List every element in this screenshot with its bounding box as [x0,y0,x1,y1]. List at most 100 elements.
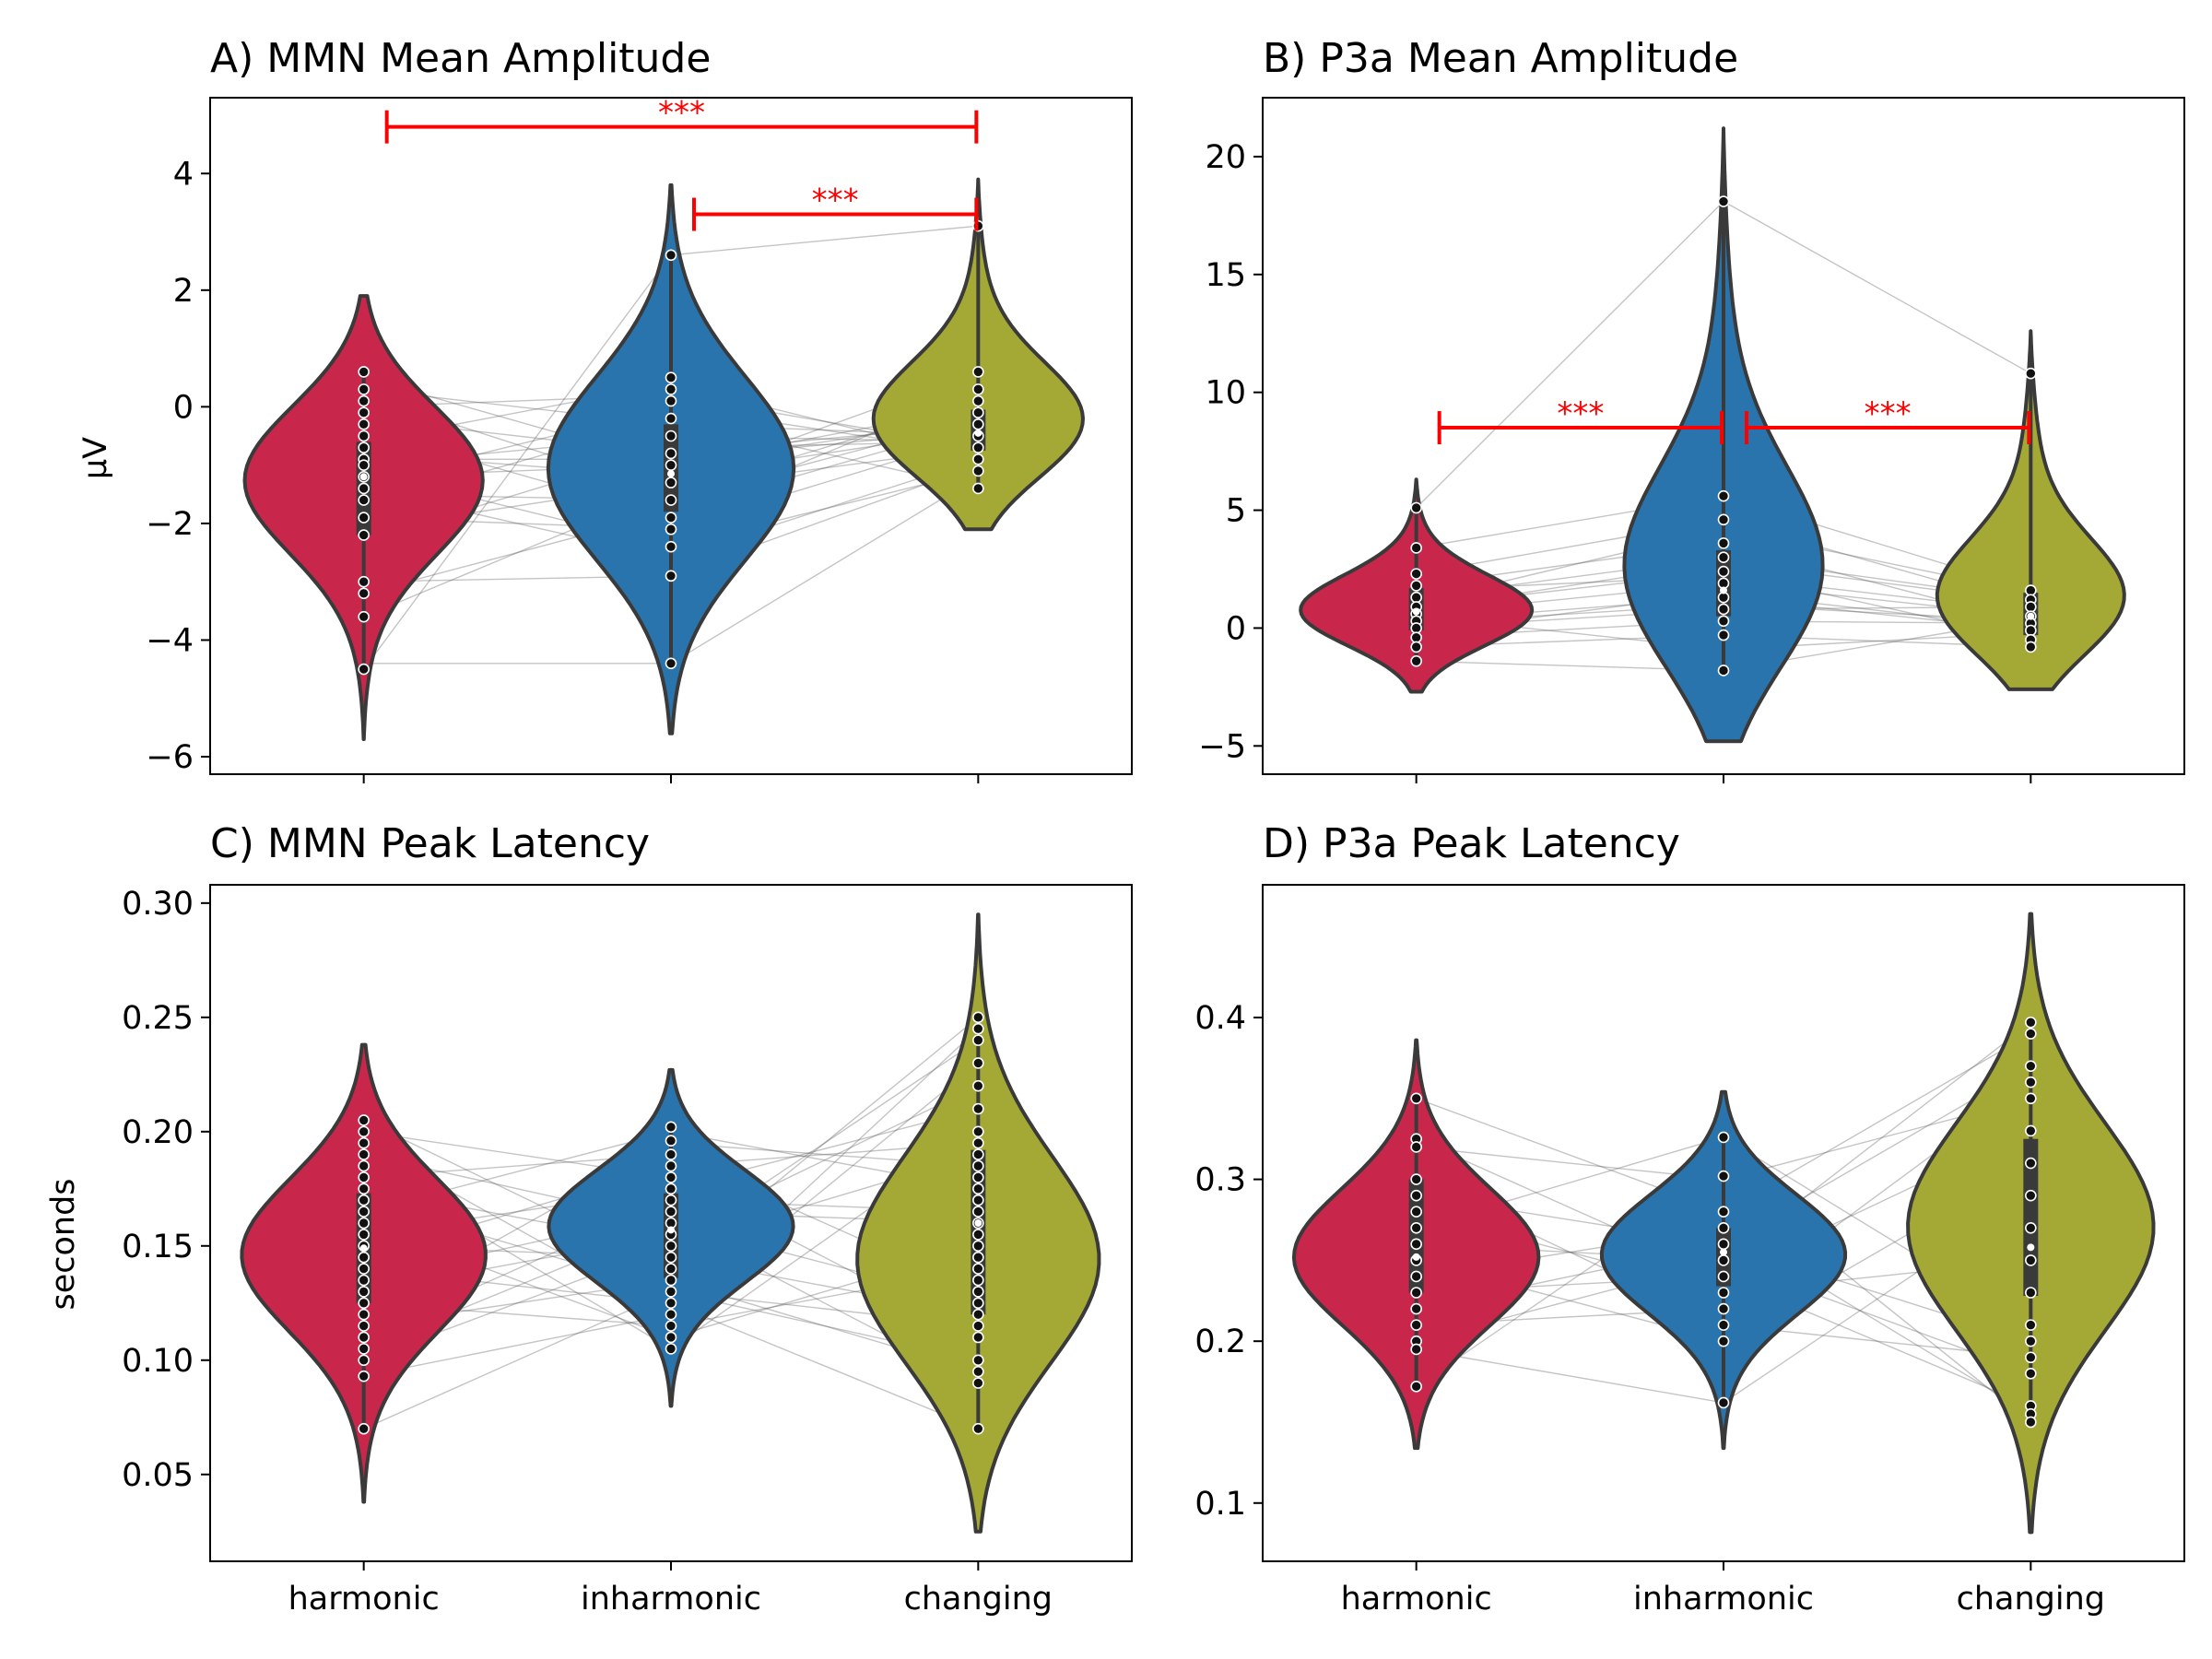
data-point [358,1308,370,1321]
data-point [1410,1319,1422,1331]
panel-b-title: B) P3a Mean Amplitude [1263,35,1738,82]
data-point [665,512,677,524]
data-point [665,1286,677,1298]
data-point [1410,542,1422,554]
data-point [665,1263,677,1275]
data-point [1717,1396,1730,1409]
data-point [358,529,370,541]
data-point [1410,1092,1422,1105]
data-point [2025,641,2037,653]
data-point [972,1263,984,1275]
data-point [665,1251,677,1264]
data-point [665,540,677,553]
data-point [358,1297,370,1310]
data-point [972,1159,984,1172]
panel-c-title: C) MMN Peak Latency [210,820,650,867]
data-point [2025,1287,2037,1299]
data-point [972,418,984,430]
data-point [358,1206,370,1218]
y-tick-label: 0.2 [1194,1324,1246,1360]
data-point [358,1251,370,1264]
data-point [1717,629,1730,641]
data-point [358,494,370,506]
data-point [1410,1221,1422,1234]
data-point [972,441,984,453]
data-point [358,1217,370,1230]
data-point [1410,1189,1422,1202]
panel-c: C) MMN Peak Latency seconds 0.05 0.10 0.15… [45,820,1133,1618]
data-point [665,249,677,262]
median-harmonic [1412,1253,1420,1261]
data-point [2025,1416,2037,1429]
data-point [665,1331,677,1344]
data-point [1410,1238,1422,1251]
data-point [1717,513,1730,526]
data-point [972,1148,984,1160]
data-point [358,1182,370,1195]
significance-label: *** [812,182,859,219]
panel-b: B) P3a Mean Amplitude *** *** −5 0 5 10 15 20 [1198,35,2185,783]
data-point [358,1148,370,1160]
data-point [2025,367,2037,380]
data-point [972,1274,984,1287]
data-point [665,657,677,670]
data-point [665,459,677,471]
data-point [358,1114,370,1126]
data-point [1717,1238,1730,1251]
data-point [358,1320,370,1332]
median-inharmonic [667,470,675,478]
data-point [972,1240,984,1253]
data-point [2025,601,2037,613]
significance-bracket: *** [384,95,979,144]
significance-bracket: *** [1437,395,1724,445]
data-point [358,1343,370,1355]
data-point [972,1377,984,1389]
data-point [358,1370,370,1382]
data-point [972,1171,984,1183]
significance-label: *** [658,95,705,132]
data-point [665,1171,677,1183]
data-point [1717,1270,1730,1283]
data-point [358,1229,370,1241]
panel-a-ylabel: μV [77,437,114,479]
data-point [358,366,370,378]
data-point [972,1057,984,1069]
panel-a: A) MMN Mean Amplitude μV *** *** −6 −4 −2 0 2 4 [77,35,1133,783]
data-point [2025,1368,2037,1380]
data-point [665,1159,677,1172]
data-point [1410,1302,1422,1315]
data-point [2025,1016,2037,1029]
data-point [1717,1170,1730,1182]
data-point [1410,1173,1422,1185]
y-tick-label: 10 [1205,375,1246,412]
y-tick-label: 0.15 [122,1229,194,1265]
data-point [358,429,370,442]
data-point [358,406,370,418]
significance-bracket: *** [1745,395,2031,445]
data-point [2025,1060,2037,1072]
x-tick-label: changing [904,1581,1053,1618]
data-point [358,1159,370,1172]
data-point [358,1136,370,1149]
data-point [358,1354,370,1367]
panel-c-plot: 0.05 0.10 0.15 0.20 0.25 0.30 harmonic inharmon… [122,884,1133,1618]
data-point [2025,624,2037,637]
panel-d-title: D) P3a Peak Latency [1263,820,1680,867]
data-point [972,482,984,495]
data-point [972,1365,984,1378]
data-point [665,394,677,407]
data-point [1717,551,1730,564]
data-point [1717,603,1730,616]
data-point [665,1206,677,1218]
data-point [2025,1076,2037,1088]
y-tick-label: −4 [146,622,194,659]
median-changing [974,429,982,437]
data-point [358,575,370,588]
data-point [972,1251,984,1264]
panel-c-ylabel: seconds [45,1178,82,1310]
x-tick-label: inharmonic [581,1581,761,1618]
data-point [1410,568,1422,580]
data-point [972,1079,984,1092]
data-point [1717,565,1730,578]
